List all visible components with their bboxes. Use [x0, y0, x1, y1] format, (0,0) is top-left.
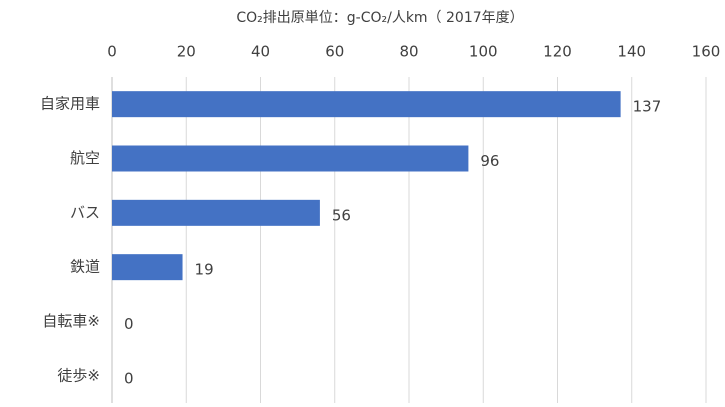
- data-label: 137: [633, 98, 662, 116]
- data-label: 96: [480, 152, 499, 170]
- y-tick-label: 航空: [70, 149, 100, 167]
- y-tick-label: バス: [70, 203, 100, 221]
- x-tick-label: 100: [469, 43, 498, 61]
- data-label: 0: [124, 369, 134, 387]
- y-tick-label: 自転車※: [42, 312, 100, 330]
- x-tick-label: 120: [543, 43, 572, 61]
- y-tick-label: 鉄道: [70, 258, 100, 276]
- y-tick-label: 徒歩※: [57, 366, 100, 384]
- chart-title: CO₂排出原単位：g-CO₂/人km（ 2017年度）: [236, 10, 523, 26]
- x-tick-label: 160: [692, 43, 721, 61]
- data-label: 19: [195, 261, 214, 279]
- bar: [112, 199, 320, 226]
- bar: [112, 254, 183, 281]
- x-tick-label: 40: [251, 43, 270, 61]
- y-tick-label: 自家用車: [40, 95, 100, 113]
- bar: [112, 145, 469, 172]
- x-tick-label: 60: [325, 43, 344, 61]
- data-label: 56: [332, 206, 351, 224]
- x-tick-label: 20: [177, 43, 196, 61]
- x-tick-label: 0: [107, 43, 117, 61]
- data-label: 0: [124, 315, 134, 333]
- x-tick-label: 80: [399, 43, 418, 61]
- bar: [112, 91, 621, 118]
- x-tick-label: 140: [617, 43, 646, 61]
